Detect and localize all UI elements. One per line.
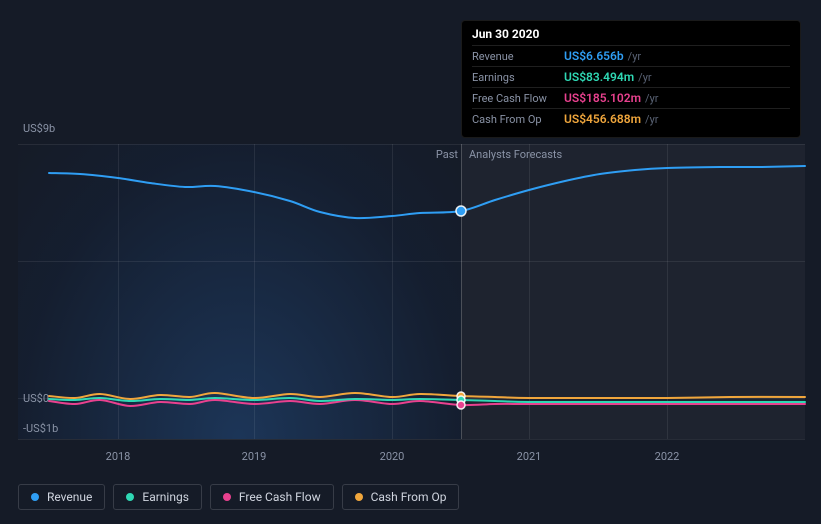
tooltip: Jun 30 2020 RevenueUS$6.656b/yrEarningsU… xyxy=(461,20,801,138)
legend-item-revenue[interactable]: Revenue xyxy=(18,484,105,510)
tooltip-row-label: Earnings xyxy=(472,71,564,84)
tooltip-row-value: US$6.656b xyxy=(564,49,624,63)
legend-item-earnings[interactable]: Earnings xyxy=(113,484,202,510)
tooltip-row-label: Revenue xyxy=(472,50,564,63)
legend-dot-icon xyxy=(126,493,134,501)
tooltip-row-unit: /yr xyxy=(645,113,658,126)
tooltip-row-unit: /yr xyxy=(645,92,658,105)
tooltip-row-revenue: RevenueUS$6.656b/yr xyxy=(472,45,790,66)
legend-label: Earnings xyxy=(142,490,189,504)
marker-free-cash-flow xyxy=(457,401,465,409)
legend-dot-icon xyxy=(31,493,39,501)
legend-dot-icon xyxy=(223,493,231,501)
tooltip-row-value: US$185.102m xyxy=(564,91,641,105)
legend-label: Free Cash Flow xyxy=(239,490,321,504)
legend-label: Revenue xyxy=(47,490,92,504)
legend-item-cash-from-op[interactable]: Cash From Op xyxy=(342,484,460,510)
legend: Revenue Earnings Free Cash Flow Cash From O… xyxy=(18,484,459,510)
tooltip-row-label: Free Cash Flow xyxy=(472,92,564,105)
legend-label: Cash From Op xyxy=(371,490,447,504)
legend-item-free-cash-flow[interactable]: Free Cash Flow xyxy=(210,484,334,510)
tooltip-row-cash-from-op: Cash From OpUS$456.688m/yr xyxy=(472,108,790,129)
tooltip-row-free-cash-flow: Free Cash FlowUS$185.102m/yr xyxy=(472,87,790,108)
tooltip-row-value: US$83.494m xyxy=(564,70,634,84)
tooltip-row-unit: /yr xyxy=(638,71,651,84)
tooltip-title: Jun 30 2020 xyxy=(472,27,790,45)
series-line-free-cash-flow xyxy=(49,400,805,406)
tooltip-row-label: Cash From Op xyxy=(472,113,564,126)
tooltip-row-unit: /yr xyxy=(628,50,641,63)
marker-revenue xyxy=(456,206,466,216)
tooltip-row-earnings: EarningsUS$83.494m/yr xyxy=(472,66,790,87)
series-line-revenue xyxy=(49,166,805,218)
legend-dot-icon xyxy=(355,493,363,501)
tooltip-row-value: US$456.688m xyxy=(564,112,641,126)
